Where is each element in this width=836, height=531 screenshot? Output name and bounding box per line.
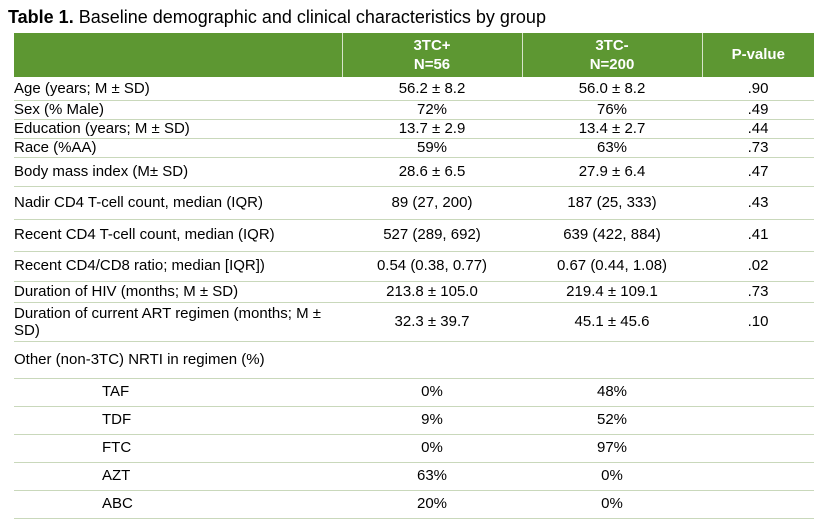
table-caption-text: Baseline demographic and clinical charac… bbox=[73, 7, 546, 27]
value-3tc-plus: 89 (27, 200) bbox=[342, 186, 522, 220]
table-row: Duration of HIV (months; M ± SD) 213.8 ±… bbox=[14, 281, 814, 303]
header-row: 3TC+ N=56 3TC- N=200 P-value bbox=[14, 33, 814, 78]
value-3tc-plus: 0% bbox=[342, 434, 522, 463]
p-value: .44 bbox=[702, 119, 814, 139]
table-row: Age (years; M ± SD) 56.2 ± 8.2 56.0 ± 8.… bbox=[14, 77, 814, 101]
value-3tc-minus: 639 (422, 884) bbox=[522, 219, 702, 252]
p-value bbox=[702, 378, 814, 407]
p-value bbox=[702, 490, 814, 519]
p-value: .41 bbox=[702, 219, 814, 252]
value-3tc-minus: 63% bbox=[522, 138, 702, 158]
value-3tc-minus: 0% bbox=[522, 490, 702, 519]
p-value: .47 bbox=[702, 157, 814, 187]
value-3tc-minus: 45.1 ± 45.6 bbox=[522, 302, 702, 342]
p-value: .43 bbox=[702, 186, 814, 220]
table-row: ABC 20% 0% bbox=[14, 490, 814, 519]
table-header: 3TC+ N=56 3TC- N=200 P-value bbox=[14, 33, 814, 78]
header-3tc-plus-n: N=56 bbox=[413, 55, 451, 73]
value-3tc-minus: 52% bbox=[522, 406, 702, 435]
table-row: TDF 9% 52% bbox=[14, 406, 814, 435]
value-3tc-plus: 527 (289, 692) bbox=[342, 219, 522, 252]
value-3tc-minus: 0% bbox=[522, 462, 702, 491]
value-3tc-minus: 56.0 ± 8.2 bbox=[522, 77, 702, 101]
value-3tc-plus: 13.7 ± 2.9 bbox=[342, 119, 522, 139]
row-label: Other (non-3TC) NRTI in regimen (%) bbox=[14, 341, 342, 379]
value-3tc-minus: 0.67 (0.44, 1.08) bbox=[522, 251, 702, 282]
p-value bbox=[702, 462, 814, 491]
characteristics-table: 3TC+ N=56 3TC- N=200 P-value Age (years; M… bbox=[14, 33, 814, 519]
header-3tc-plus: 3TC+ N=56 bbox=[342, 33, 523, 78]
value-3tc-minus bbox=[522, 341, 702, 379]
value-3tc-plus: 9% bbox=[342, 406, 522, 435]
p-value: .73 bbox=[702, 138, 814, 158]
value-3tc-minus: 48% bbox=[522, 378, 702, 407]
header-p-value: P-value bbox=[702, 33, 814, 78]
row-label: Recent CD4/CD8 ratio; median [IQR]) bbox=[14, 251, 342, 282]
table-row: Recent CD4 T-cell count, median (IQR) 52… bbox=[14, 219, 814, 252]
row-label: Duration of current ART regimen (months;… bbox=[14, 302, 342, 342]
p-value: .10 bbox=[702, 302, 814, 342]
p-value: .73 bbox=[702, 281, 814, 303]
row-label: TDF bbox=[14, 406, 342, 435]
row-label: ABC bbox=[14, 490, 342, 519]
table-row: Sex (% Male) 72% 76% .49 bbox=[14, 100, 814, 120]
table-row: Nadir CD4 T-cell count, median (IQR) 89 … bbox=[14, 186, 814, 220]
header-3tc-minus-n: N=200 bbox=[589, 55, 635, 73]
table-row: Education (years; M ± SD) 13.7 ± 2.9 13.… bbox=[14, 119, 814, 139]
p-value bbox=[702, 341, 814, 379]
header-3tc-minus-name: 3TC- bbox=[595, 36, 629, 54]
value-3tc-plus: 32.3 ± 39.7 bbox=[342, 302, 522, 342]
table-caption: Table 1. Baseline demographic and clinic… bbox=[8, 6, 546, 28]
row-label: Sex (% Male) bbox=[14, 100, 342, 120]
value-3tc-plus: 63% bbox=[342, 462, 522, 491]
table-row: Body mass index (M± SD) 28.6 ± 6.5 27.9 … bbox=[14, 157, 814, 187]
row-label: FTC bbox=[14, 434, 342, 463]
row-label: Race (%AA) bbox=[14, 138, 342, 158]
value-3tc-minus: 76% bbox=[522, 100, 702, 120]
table-row: FTC 0% 97% bbox=[14, 434, 814, 463]
p-value: .49 bbox=[702, 100, 814, 120]
p-value: .02 bbox=[702, 251, 814, 282]
table-row: Recent CD4/CD8 ratio; median [IQR]) 0.54… bbox=[14, 251, 814, 282]
value-3tc-plus: 20% bbox=[342, 490, 522, 519]
value-3tc-minus: 13.4 ± 2.7 bbox=[522, 119, 702, 139]
p-value: .90 bbox=[702, 77, 814, 101]
table-body: Age (years; M ± SD) 56.2 ± 8.2 56.0 ± 8.… bbox=[14, 77, 814, 519]
header-3tc-plus-name: 3TC+ bbox=[413, 36, 451, 54]
header-characteristic bbox=[14, 33, 343, 78]
value-3tc-plus: 213.8 ± 105.0 bbox=[342, 281, 522, 303]
table-row: Duration of current ART regimen (months;… bbox=[14, 302, 814, 342]
value-3tc-minus: 219.4 ± 109.1 bbox=[522, 281, 702, 303]
row-label: Duration of HIV (months; M ± SD) bbox=[14, 281, 342, 303]
table-row: Other (non-3TC) NRTI in regimen (%) bbox=[14, 341, 814, 379]
row-label: TAF bbox=[14, 378, 342, 407]
value-3tc-plus bbox=[342, 341, 522, 379]
value-3tc-plus: 0% bbox=[342, 378, 522, 407]
table-row: Race (%AA) 59% 63% .73 bbox=[14, 138, 814, 158]
table-row: TAF 0% 48% bbox=[14, 378, 814, 407]
value-3tc-plus: 0.54 (0.38, 0.77) bbox=[342, 251, 522, 282]
row-label: Body mass index (M± SD) bbox=[14, 157, 342, 187]
value-3tc-plus: 59% bbox=[342, 138, 522, 158]
value-3tc-plus: 56.2 ± 8.2 bbox=[342, 77, 522, 101]
row-label: Nadir CD4 T-cell count, median (IQR) bbox=[14, 186, 342, 220]
value-3tc-plus: 72% bbox=[342, 100, 522, 120]
value-3tc-minus: 187 (25, 333) bbox=[522, 186, 702, 220]
row-label: Recent CD4 T-cell count, median (IQR) bbox=[14, 219, 342, 252]
value-3tc-minus: 27.9 ± 6.4 bbox=[522, 157, 702, 187]
value-3tc-plus: 28.6 ± 6.5 bbox=[342, 157, 522, 187]
table-row: AZT 63% 0% bbox=[14, 462, 814, 491]
p-value bbox=[702, 434, 814, 463]
table-caption-label: Table 1. bbox=[8, 7, 74, 27]
row-label: AZT bbox=[14, 462, 342, 491]
header-3tc-minus: 3TC- N=200 bbox=[522, 33, 703, 78]
row-label: Education (years; M ± SD) bbox=[14, 119, 342, 139]
value-3tc-minus: 97% bbox=[522, 434, 702, 463]
row-label: Age (years; M ± SD) bbox=[14, 77, 342, 101]
p-value bbox=[702, 406, 814, 435]
